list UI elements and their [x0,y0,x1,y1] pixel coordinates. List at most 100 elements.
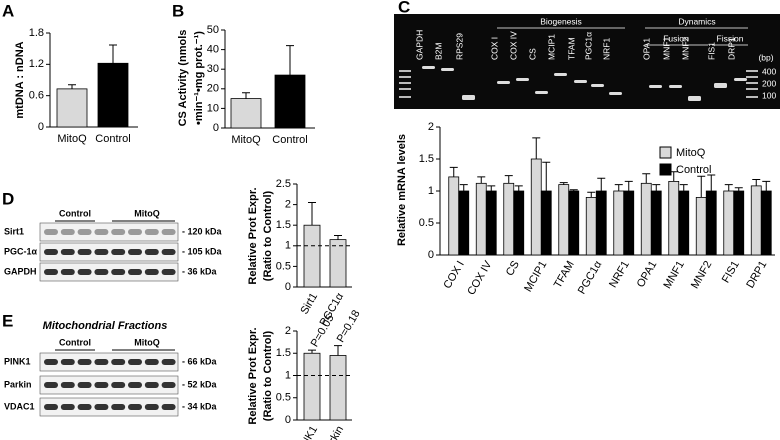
blot-band [77,249,92,255]
bar [585,196,597,256]
error-bar [707,174,716,191]
bar [448,176,460,256]
blot-band [44,249,58,255]
error-bar [477,176,486,184]
blot-band [111,359,126,365]
y-tick-label: 0 [428,249,434,261]
blot-band [94,382,109,388]
bar [558,184,570,256]
gel-group-label: Fusion [663,33,689,43]
y-tick-label: 0.5 [419,217,434,229]
x-tick-label: COX IV [465,258,494,297]
blot-band [161,269,176,275]
bp-mark: 100 [762,90,776,100]
bar [97,62,129,128]
y-tick-label: 2 [285,325,291,337]
blot-band [77,404,92,410]
error-bar [762,180,771,191]
blot-band [128,382,142,388]
gel-group-label: Biogenesis [540,16,582,26]
panel-label: B [172,1,184,20]
blot-band [128,269,142,275]
blot-band [60,229,75,235]
legend-swatch [659,163,672,176]
bar [678,190,690,256]
lane-label: COX IV [508,31,518,60]
ladder-band [746,96,758,98]
error-bar [514,185,523,191]
blot-strip [39,222,179,242]
y-tick-label: 1.2 [29,58,44,70]
y-axis-label: mtDNA : nDNA [14,41,26,118]
gel-band [591,84,604,87]
bar [530,158,542,256]
blot-band [77,382,92,388]
blot-size: - 66 kDa [182,356,218,366]
bp-label: (bp) [758,52,773,62]
ladder-band [746,76,758,78]
x-tick-label: FIS1 [720,259,742,285]
blot-band [77,269,92,275]
y-tick-label: 1.5 [419,153,434,165]
x-tick-label: Parkin [320,424,346,440]
gel-band [497,81,510,84]
y-tick-label: 40 [207,44,219,56]
y-tick-label: 0.6 [29,90,44,102]
blot-group: MitoQ [134,337,160,347]
y-tick-label: 30 [207,63,219,75]
error-bar [734,187,743,191]
blot-band [144,249,159,255]
ladder-band [746,88,758,90]
panel-label: E [2,311,13,330]
blot-band [44,229,58,235]
blot-band [111,229,126,235]
ladder-band [399,82,411,84]
error-bar [542,161,551,191]
blot-band [144,404,159,410]
lane-label: MNF1 [661,37,671,60]
blot-group: Control [59,208,91,218]
x-tick-label: NRF1 [607,259,632,290]
blot-row: PGC-1α [4,246,38,256]
blot-band [94,269,109,275]
bar [303,224,321,288]
blot-row: PINK1 [4,356,31,366]
gel-band [734,78,747,81]
lane-label: DRP1 [726,37,736,60]
bar [695,196,707,256]
bar [540,190,552,256]
gel-band [554,73,567,76]
x-tick-label: MitoQ [231,134,261,146]
blot-band [111,249,126,255]
blot-band [144,382,159,388]
blot-row: Sirt1 [4,226,24,236]
bar [230,98,262,129]
blot-band [44,269,58,275]
blot-row: Parkin [4,379,32,389]
blot-band [94,229,109,235]
bar [56,88,88,128]
x-tick-label: OPA1 [635,259,660,290]
x-tick-label: Control [272,134,307,146]
blot-size: - 105 kDa [182,246,223,256]
lane-label: RPS29 [454,33,464,60]
blot-band [161,382,176,388]
bar [568,190,580,256]
lane-label: FIS1 [706,42,716,60]
error-bar [334,345,342,356]
blot-row: VDAC1 [4,401,35,411]
ladder-band [746,70,758,72]
x-tick-label: DRP1 [744,259,769,290]
error-bar [642,173,651,184]
error-bar [308,349,316,354]
gel-band [574,80,587,83]
blot-strip [39,397,179,417]
bar [329,239,347,288]
x-tick-label: MitoQ [57,133,87,145]
gel-band [422,66,435,69]
error-bar [109,44,117,64]
lane-label: COX I [489,37,499,60]
panel-label: A [2,1,14,20]
bar [623,190,635,256]
legend-swatch [659,146,672,159]
